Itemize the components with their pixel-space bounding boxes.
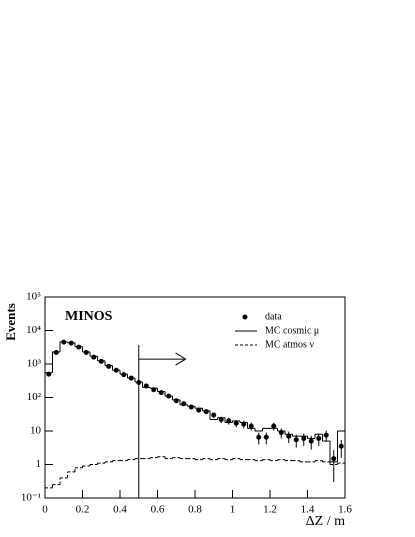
x-axis-label: ΔZ / m bbox=[306, 514, 345, 529]
data-point bbox=[98, 358, 104, 364]
data-point bbox=[338, 443, 344, 449]
x-tick-label: 1.4 bbox=[301, 504, 315, 516]
y-axis-label: Events bbox=[3, 303, 18, 341]
y-tick-label: 10³ bbox=[27, 358, 42, 370]
annotation: MINOS bbox=[65, 309, 113, 324]
data-point bbox=[308, 438, 314, 444]
data-point bbox=[106, 363, 112, 369]
y-tick-label: 10⁵ bbox=[26, 291, 41, 303]
y-tick-label: 10⁻¹ bbox=[21, 492, 41, 504]
data-point bbox=[293, 437, 299, 443]
data-point bbox=[91, 354, 97, 360]
x-tick-label: 0.6 bbox=[151, 504, 165, 516]
legend-label: MC cosmic μ bbox=[265, 325, 319, 336]
data-point bbox=[83, 350, 89, 356]
data-point bbox=[248, 423, 254, 429]
data-point bbox=[233, 420, 239, 426]
data-point bbox=[271, 423, 277, 429]
data-point bbox=[211, 412, 217, 418]
data-point bbox=[301, 435, 307, 441]
legend-label: MC atmos ν bbox=[265, 339, 314, 350]
data-point bbox=[286, 433, 292, 439]
data-point bbox=[323, 432, 329, 438]
data-point bbox=[331, 456, 337, 462]
data-point bbox=[158, 390, 164, 396]
x-tick-label: 0.2 bbox=[76, 504, 90, 516]
y-tick-label: 10² bbox=[27, 391, 42, 403]
data-point bbox=[121, 372, 127, 378]
data-point bbox=[203, 409, 209, 415]
data-point bbox=[196, 407, 202, 413]
data-point bbox=[218, 417, 224, 423]
data-point bbox=[256, 434, 262, 440]
data-point bbox=[181, 401, 187, 407]
data-point bbox=[173, 398, 179, 404]
x-tick-label: 0 bbox=[42, 504, 48, 516]
data-point bbox=[316, 435, 322, 441]
data-point bbox=[263, 434, 269, 440]
x-tick-label: 1 bbox=[230, 504, 236, 516]
legend-marker bbox=[242, 314, 248, 320]
x-tick-label: 1.2 bbox=[263, 504, 277, 516]
y-tick-label: 10⁴ bbox=[26, 324, 41, 336]
y-tick-label: 1 bbox=[36, 458, 42, 470]
cut-arrowhead bbox=[175, 352, 187, 366]
y-tick-label: 10 bbox=[30, 425, 42, 437]
x-tick-label: 0.4 bbox=[113, 504, 127, 516]
data-point bbox=[188, 404, 194, 410]
legend-label: data bbox=[265, 311, 282, 322]
data-point bbox=[53, 350, 59, 356]
x-tick-label: 0.8 bbox=[188, 504, 202, 516]
x-tick-label: 1.6 bbox=[338, 504, 352, 516]
